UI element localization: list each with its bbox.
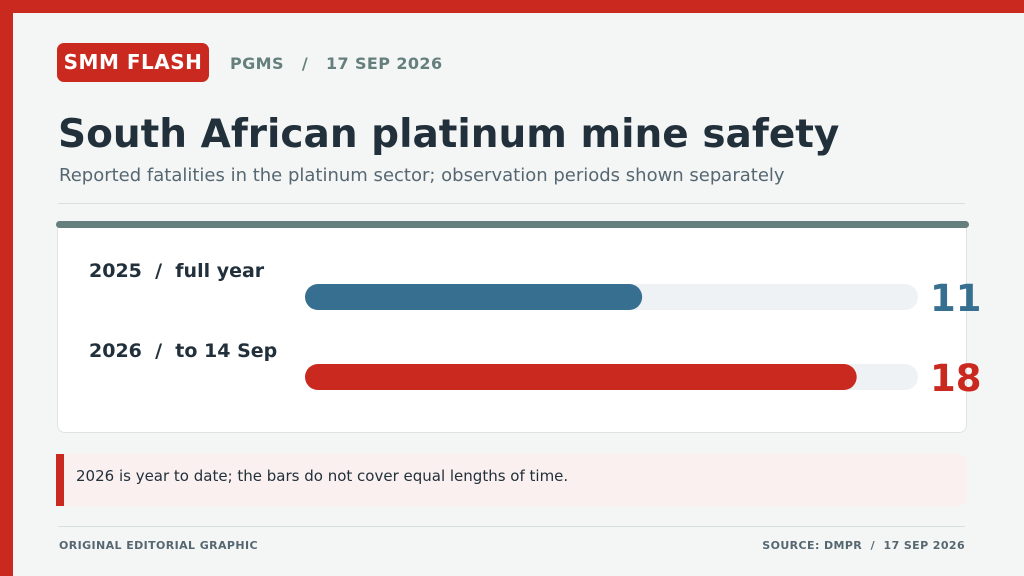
value-label: 11 — [930, 277, 982, 320]
value-label: 18 — [930, 357, 982, 400]
flash-badge: SMM FLASH — [57, 43, 209, 82]
chart-card: 2025 / full year 11 2026 / to 14 Sep 18 — [57, 221, 982, 433]
note-accent-bar — [56, 454, 64, 506]
category-label: 2026 / to 14 Sep — [89, 340, 277, 362]
subtitle: Reported fatalities in the platinum sect… — [59, 165, 785, 186]
footer-divider — [58, 526, 965, 527]
top-accent-bar — [0, 0, 1024, 13]
bar — [305, 284, 643, 310]
page-title: South African platinum mine safety — [58, 112, 840, 157]
title-divider — [58, 203, 965, 204]
footer-source: SOURCE: DMPR / 17 SEP 2026 — [762, 539, 965, 552]
bar — [305, 364, 857, 390]
bar-chart: 2025 / full year 11 2026 / to 14 Sep 18 — [89, 260, 982, 400]
footer-credit: ORIGINAL EDITORIAL GRAPHIC — [59, 539, 258, 552]
note-callout: 2026 is year to date; the bars do not co… — [56, 454, 967, 506]
left-accent-bar — [0, 0, 13, 576]
chart-card-accent — [56, 221, 969, 228]
category-label: 2025 / full year — [89, 260, 265, 282]
note-text: 2026 is year to date; the bars do not co… — [76, 467, 569, 485]
dateline: PGMS / 17 SEP 2026 — [230, 54, 443, 73]
